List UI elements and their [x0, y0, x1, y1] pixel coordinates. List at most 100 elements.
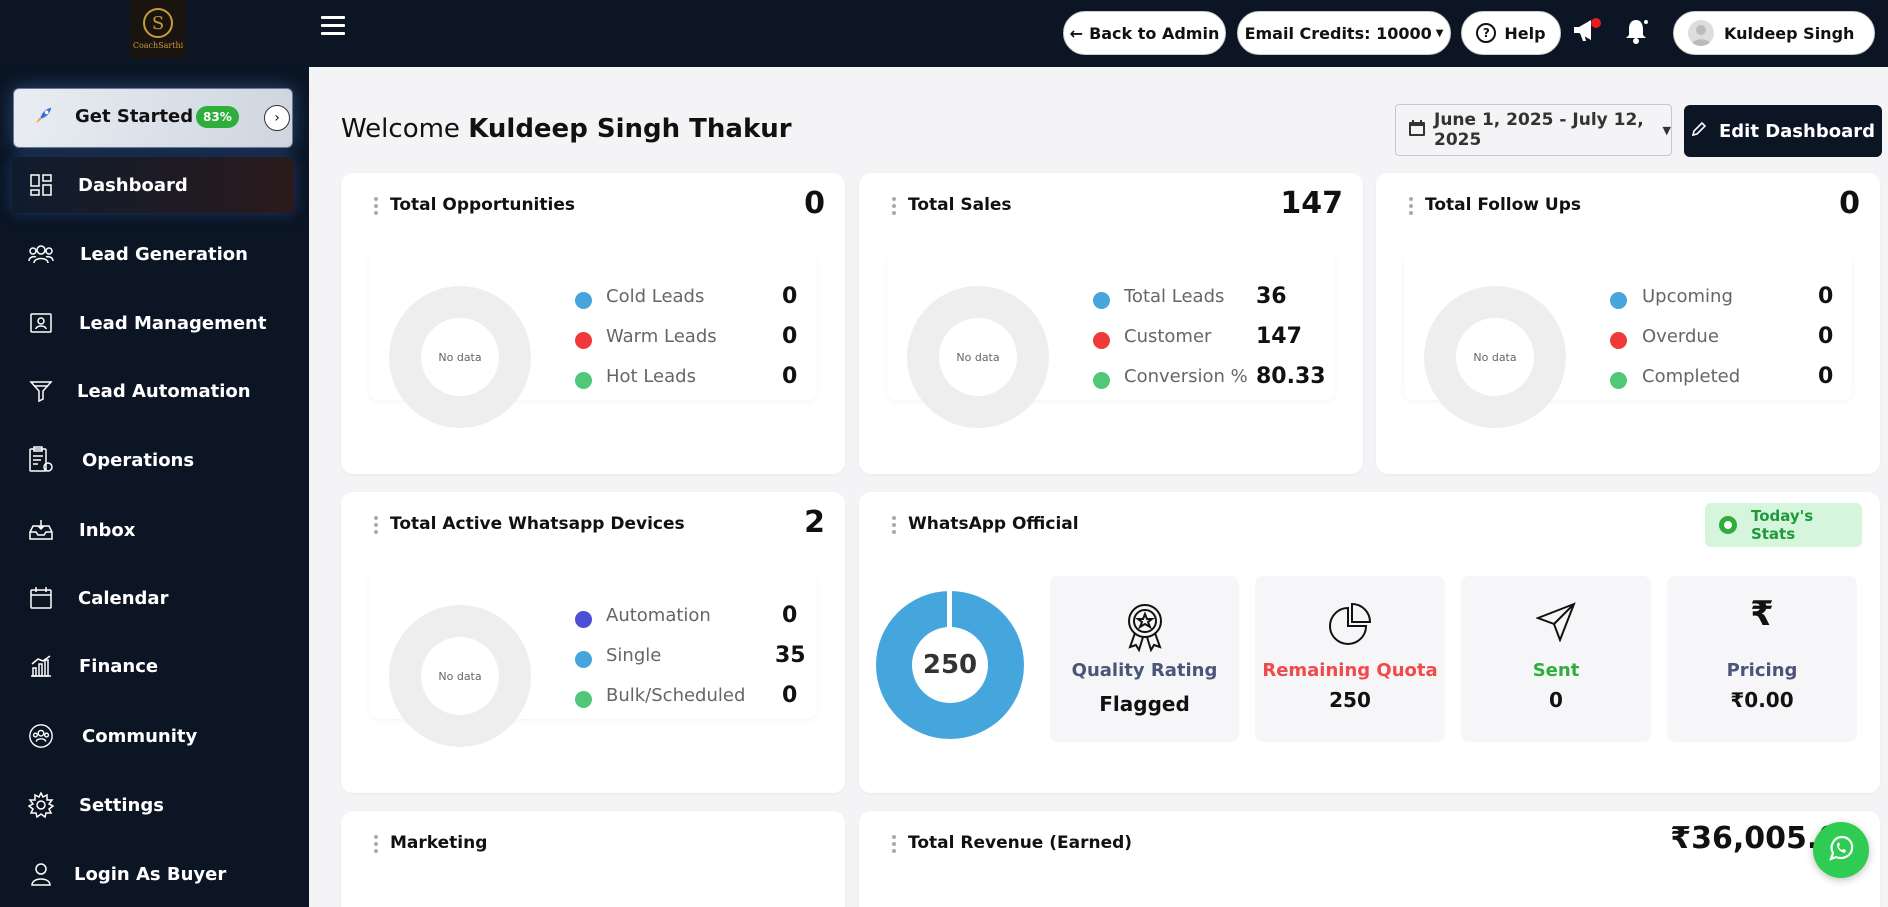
get-started-banner[interactable]: Get Started 83% › — [13, 88, 293, 148]
drag-handle-icon[interactable] — [374, 197, 378, 215]
megaphone-icon[interactable] — [1571, 17, 1601, 49]
menu-icon[interactable] — [321, 16, 345, 38]
top-bar: ← Back to Admin Email Credits: 10000 ▼ ?… — [309, 0, 1888, 67]
rocket-icon — [32, 105, 54, 132]
legend-dot — [575, 292, 592, 309]
email-credits-label: Email Credits: 10000 — [1244, 23, 1432, 43]
legend-value: 0 — [782, 603, 798, 628]
sidebar-item-label: Dashboard — [78, 174, 188, 196]
help-label: Help — [1504, 23, 1546, 43]
legend-value: 0 — [782, 324, 798, 349]
finance-chart-icon — [28, 653, 54, 679]
legend-label: Automation — [606, 605, 711, 626]
legend-label: Cold Leads — [606, 286, 705, 307]
legend-dot — [1610, 372, 1627, 389]
sidebar-item-lead-generation[interactable]: Lead Generation — [12, 226, 294, 282]
card-title: Total Opportunities — [390, 195, 575, 215]
sidebar-item-community[interactable]: Community — [12, 708, 294, 764]
card-value: 0 — [1839, 186, 1860, 221]
todays-stats-toggle[interactable]: Today's Stats — [1705, 503, 1862, 547]
legend-label: Warm Leads — [606, 326, 717, 347]
sidebar-item-label: Calendar — [78, 587, 169, 609]
legend-value: 0 — [782, 284, 798, 309]
calendar-icon — [28, 585, 54, 611]
dashboard-icon — [28, 172, 54, 198]
sidebar-item-lead-management[interactable]: Lead Management — [12, 295, 294, 351]
drag-handle-icon[interactable] — [1409, 197, 1413, 215]
legend-dot — [575, 332, 592, 349]
brand-logo[interactable]: S CoachSarthi — [130, 0, 186, 58]
email-credits-dropdown[interactable]: Email Credits: 10000 ▼ — [1237, 11, 1451, 55]
user-menu[interactable]: Kuldeep Singh — [1673, 11, 1875, 55]
legend-dot — [1610, 292, 1627, 309]
legend-dot — [575, 651, 592, 668]
no-data-label: No data — [421, 318, 499, 396]
sidebar-item-finance[interactable]: Finance — [12, 638, 294, 694]
legend-value: 0 — [1818, 284, 1834, 309]
whatsapp-chat-button[interactable] — [1813, 822, 1869, 878]
tile-value: ₹0.00 — [1730, 688, 1794, 712]
award-icon — [1050, 602, 1239, 652]
card-title: Total Active Whatsapp Devices — [390, 514, 685, 534]
sidebar-item-label: Operations — [82, 449, 195, 471]
caret-down-icon: ▼ — [1435, 27, 1444, 39]
help-button[interactable]: ? Help — [1461, 11, 1561, 55]
logo-mark: S — [143, 8, 173, 38]
clipboard-gear-icon — [28, 446, 54, 473]
edit-dashboard-label: Edit Dashboard — [1719, 120, 1875, 142]
caret-down-icon: ▼ — [1662, 123, 1671, 137]
legend-label: Total Leads — [1124, 286, 1225, 307]
pie-chart-icon — [1255, 602, 1445, 646]
drag-handle-icon[interactable] — [374, 516, 378, 534]
toggle-ring-icon — [1719, 516, 1737, 534]
date-range-picker[interactable]: June 1, 2025 - July 12, 2025 ▼ — [1395, 104, 1672, 156]
bell-icon[interactable] — [1622, 17, 1650, 49]
legend-label: Customer — [1124, 326, 1212, 347]
inbox-icon — [28, 517, 54, 543]
drag-handle-icon[interactable] — [892, 516, 896, 534]
sidebar-item-operations[interactable]: Operations — [12, 432, 294, 488]
legend-value: 0 — [1818, 364, 1834, 389]
avatar — [1688, 20, 1714, 46]
legend-value: 0 — [1818, 324, 1834, 349]
page-title: Welcome Kuldeep Singh Thakur — [341, 114, 792, 144]
edit-dashboard-button[interactable]: Edit Dashboard — [1684, 105, 1882, 157]
chevron-right-icon[interactable]: › — [264, 105, 290, 131]
donut-gap — [947, 591, 952, 629]
logo-text: CoachSarthi — [132, 41, 184, 50]
drag-handle-icon[interactable] — [374, 835, 378, 853]
community-icon — [28, 723, 54, 749]
sidebar-item-calendar[interactable]: Calendar — [12, 570, 294, 626]
calendar-icon — [1408, 119, 1426, 142]
sidebar: S CoachSarthi Get Started 83% › Dashboar… — [0, 0, 309, 907]
drag-handle-icon[interactable] — [892, 835, 896, 853]
todays-stats-label: Today's Stats — [1750, 507, 1814, 543]
sidebar-item-settings[interactable]: Settings — [12, 777, 294, 833]
legend-label: Overdue — [1642, 326, 1719, 347]
legend-label: Completed — [1642, 366, 1741, 387]
card-value: 0 — [804, 186, 825, 221]
sidebar-item-label: Lead Generation — [80, 243, 248, 265]
legend-value: 36 — [1256, 284, 1287, 309]
back-to-admin-button[interactable]: ← Back to Admin — [1063, 11, 1226, 55]
sidebar-item-inbox[interactable]: Inbox — [12, 502, 294, 558]
donut-chart: No data — [907, 286, 1049, 428]
sidebar-item-dashboard[interactable]: Dashboard — [12, 157, 294, 213]
legend-label: Single — [606, 645, 662, 666]
legend-dot — [575, 611, 592, 628]
sidebar-item-label: Login As Buyer — [74, 863, 227, 885]
sidebar-item-lead-automation[interactable]: Lead Automation — [12, 363, 294, 419]
sidebar-item-login-as-buyer[interactable]: Login As Buyer — [12, 846, 294, 902]
card-title: Total Revenue (Earned) — [908, 833, 1133, 853]
card-title: Total Sales — [908, 195, 1012, 215]
progress-badge: 83% — [196, 106, 239, 128]
arrow-left-icon: ← — [1069, 23, 1084, 43]
drag-handle-icon[interactable] — [892, 197, 896, 215]
sidebar-item-label: Inbox — [79, 519, 136, 541]
settings-icon — [28, 792, 54, 818]
no-data-label: No data — [421, 637, 499, 715]
donut-chart: No data — [389, 605, 531, 747]
card-value: 147 — [1280, 186, 1343, 221]
welcome-prefix: Welcome — [341, 114, 460, 144]
card-title: Marketing — [390, 833, 488, 853]
